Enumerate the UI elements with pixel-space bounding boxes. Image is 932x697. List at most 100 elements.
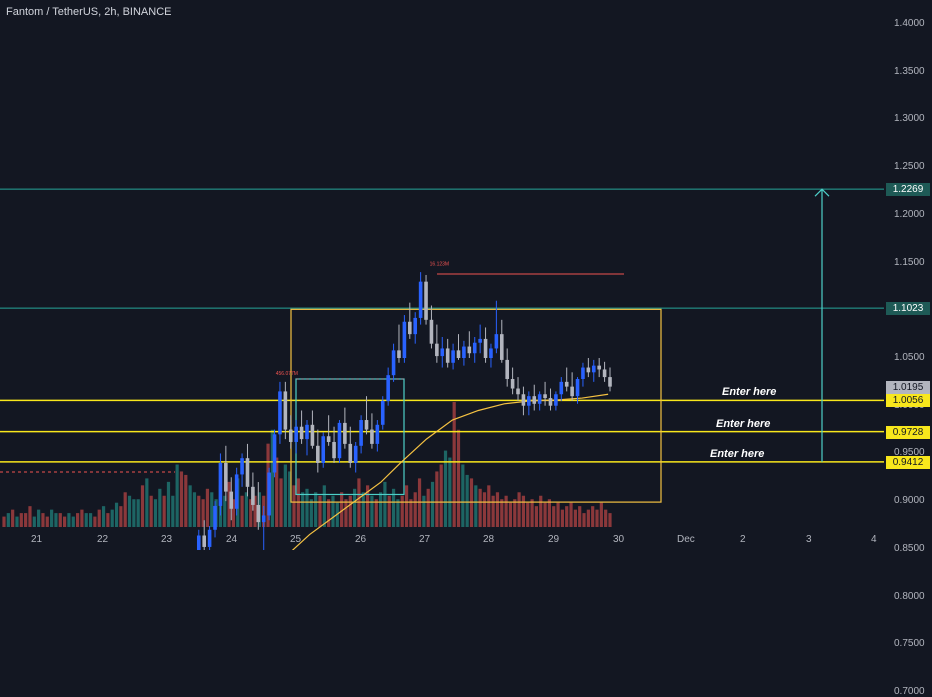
volume-bar <box>327 499 331 527</box>
candle-body <box>527 396 531 406</box>
volume-bar <box>314 492 318 527</box>
volume-bar <box>474 485 478 527</box>
volume-bar <box>145 478 149 527</box>
candle-body <box>537 394 542 404</box>
y-axis-tick-label: 0.7000 <box>894 686 925 697</box>
candle-body <box>445 348 450 363</box>
volume-bar <box>448 457 452 527</box>
volume-bar <box>80 509 84 527</box>
candle-body <box>554 394 558 406</box>
volume-bar <box>521 495 526 527</box>
volume-bar <box>244 492 248 527</box>
volume-bar <box>197 495 201 527</box>
volume-bar <box>573 509 577 527</box>
volume-bar <box>231 499 236 527</box>
volume-bar <box>19 513 23 527</box>
candle-body <box>202 535 206 547</box>
volume-bar <box>591 506 595 527</box>
candle-body <box>391 350 396 376</box>
volume-bar <box>391 488 396 527</box>
price-chart[interactable]: 16.123M 456.077M <box>0 0 932 550</box>
candle-body <box>467 346 472 354</box>
candle-body <box>288 429 293 442</box>
volume-bar <box>383 481 387 527</box>
volume-bar <box>305 488 309 527</box>
x-axis-tick-label: Dec <box>677 534 695 545</box>
price-tag: 0.9412 <box>886 455 930 469</box>
volume-bar <box>127 495 132 527</box>
volume-bar <box>409 499 413 527</box>
volume-bar <box>223 495 227 527</box>
volume-bar <box>439 464 443 527</box>
candle-body <box>348 443 353 463</box>
x-axis-tick-label: 29 <box>548 534 560 545</box>
y-axis-tick-label: 0.7500 <box>894 638 925 650</box>
x-axis-tick-label: 22 <box>97 534 109 545</box>
candle-body <box>370 429 374 444</box>
volume-bar <box>569 502 573 527</box>
candle-body <box>397 350 401 358</box>
y-axis-tick-label: 1.3500 <box>894 65 925 77</box>
volume-bar <box>162 495 166 527</box>
volume-bar <box>378 492 383 527</box>
volume-bar <box>171 495 175 527</box>
volume-bar <box>318 495 322 527</box>
volume-bar <box>119 506 123 527</box>
volume-bar <box>184 474 188 527</box>
x-axis-tick-label: 26 <box>355 534 367 545</box>
candle-body <box>543 394 547 399</box>
volume-bar <box>608 513 612 527</box>
volume-bar <box>586 509 590 527</box>
volume-bar <box>114 502 119 527</box>
moving-average-line <box>291 393 609 550</box>
y-axis-tick-label: 0.9000 <box>894 495 925 507</box>
candle-body <box>483 338 488 358</box>
volume-bar <box>530 499 534 527</box>
volume-bar <box>205 488 210 527</box>
candle-body <box>218 462 223 506</box>
x-axis-tick-label: 23 <box>161 534 173 545</box>
y-axis-tick-label: 1.0500 <box>894 352 925 363</box>
volume-bar <box>370 495 374 527</box>
volume-bar <box>253 495 257 527</box>
candle-body <box>532 396 537 404</box>
volume-bar <box>140 485 145 527</box>
candle-body <box>332 441 336 459</box>
candle-body <box>602 369 607 378</box>
volume-bar <box>158 488 162 527</box>
candle-body <box>505 359 509 379</box>
candle-body <box>337 422 342 459</box>
chart-background <box>0 0 932 550</box>
y-axis-tick-label: 1.1500 <box>894 256 925 268</box>
volume-bar <box>534 506 539 527</box>
candle-body <box>435 343 439 357</box>
x-axis-tick-label: 24 <box>226 534 238 545</box>
y-axis-tick-label: 0.8500 <box>894 542 925 554</box>
volume-bar <box>547 499 551 527</box>
volume-bar <box>292 485 296 527</box>
volume-bar <box>461 464 465 527</box>
volume-bar <box>58 513 62 527</box>
volume-bar <box>309 499 313 527</box>
candle-body <box>591 365 596 373</box>
x-axis-tick-label: 27 <box>419 534 431 545</box>
volume-bar <box>54 513 58 527</box>
volume-bar <box>2 516 6 527</box>
candle-body <box>581 367 585 379</box>
candle-body <box>494 334 499 349</box>
volume-bar <box>595 509 599 527</box>
volume-bar <box>413 492 417 527</box>
volume-bar <box>552 506 556 527</box>
x-axis-tick-label: 4 <box>871 534 877 545</box>
volume-bar <box>15 516 19 527</box>
volume-bar <box>71 516 75 527</box>
volume-bar <box>526 502 530 527</box>
volume-bar <box>508 502 513 527</box>
entry-label: Enter here <box>716 417 771 430</box>
volume-bar <box>45 516 49 527</box>
price-tag: 1.1023 <box>886 302 930 316</box>
symbol-title: Fantom / TetherUS, 2h, BINANCE <box>6 6 172 18</box>
candle-body <box>299 426 304 440</box>
candle-body <box>402 321 407 358</box>
volume-bar <box>75 513 80 527</box>
